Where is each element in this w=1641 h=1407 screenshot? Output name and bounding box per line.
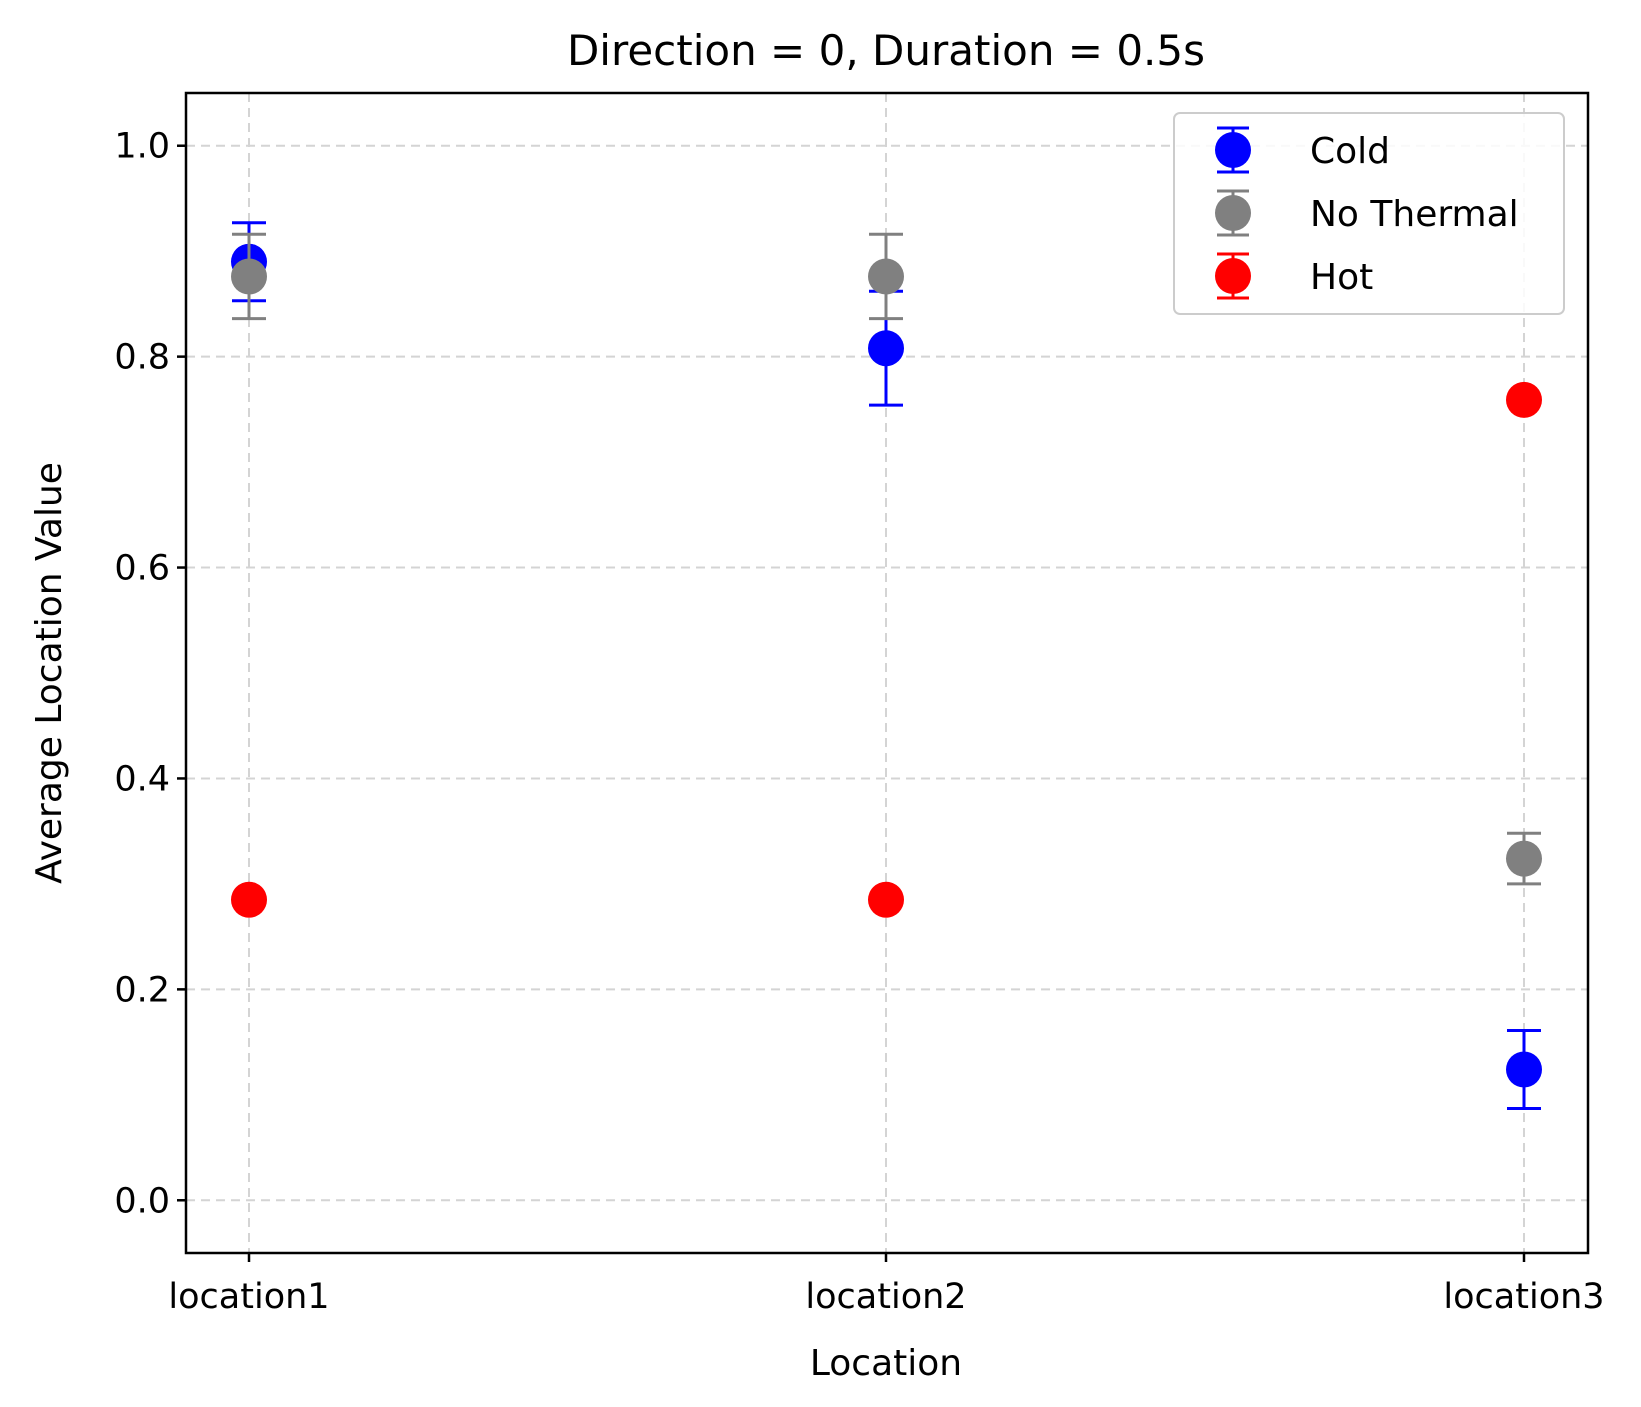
legend-label: No Thermal: [1310, 194, 1519, 235]
legend: Cold No Thermal Hot: [1173, 112, 1565, 315]
data-point: [231, 258, 267, 295]
legend-marker: [1215, 195, 1251, 231]
legend-marker: [1215, 132, 1251, 168]
data-point: [231, 881, 267, 918]
chart-title: Direction = 0, Duration = 0.5s: [567, 26, 1205, 75]
y-axis: 0.0 0.2 0.4 0.6 0.8 1.0: [114, 127, 186, 1221]
y-tick-label: 0.2: [114, 970, 170, 1010]
x-axis: location1 location2 location3: [168, 1253, 1605, 1317]
data-point: [868, 881, 904, 918]
legend-label: Hot: [1310, 257, 1373, 298]
legend-box: [1173, 112, 1565, 315]
x-axis-label: Location: [810, 1343, 962, 1384]
data-marks: [231, 221, 1542, 1111]
legend-label: Cold: [1310, 131, 1390, 172]
legend-item: No Thermal: [1215, 189, 1519, 237]
legend-item: Hot: [1215, 252, 1373, 300]
y-tick-label: 0.4: [114, 759, 170, 799]
data-point: [1506, 1051, 1542, 1088]
y-tick-label: 0.0: [114, 1181, 170, 1221]
series-hot: [231, 381, 1542, 918]
x-tick-label: location1: [168, 1277, 329, 1317]
plot-frame: [184, 91, 1590, 1255]
data-point: [1506, 840, 1542, 877]
data-point: [1506, 381, 1542, 418]
data-point: [868, 330, 904, 367]
y-axis-label: Average Location Value: [29, 462, 70, 884]
y-tick-label: 1.0: [114, 127, 170, 167]
legend-item: Cold: [1215, 126, 1390, 174]
data-point: [868, 258, 904, 295]
x-tick-label: location2: [805, 1277, 966, 1317]
y-tick-label: 0.6: [114, 549, 170, 589]
y-tick-label: 0.8: [114, 338, 170, 378]
x-tick-label: location3: [1443, 1277, 1604, 1317]
series-no-thermal: [231, 232, 1542, 886]
legend-marker: [1215, 258, 1251, 294]
